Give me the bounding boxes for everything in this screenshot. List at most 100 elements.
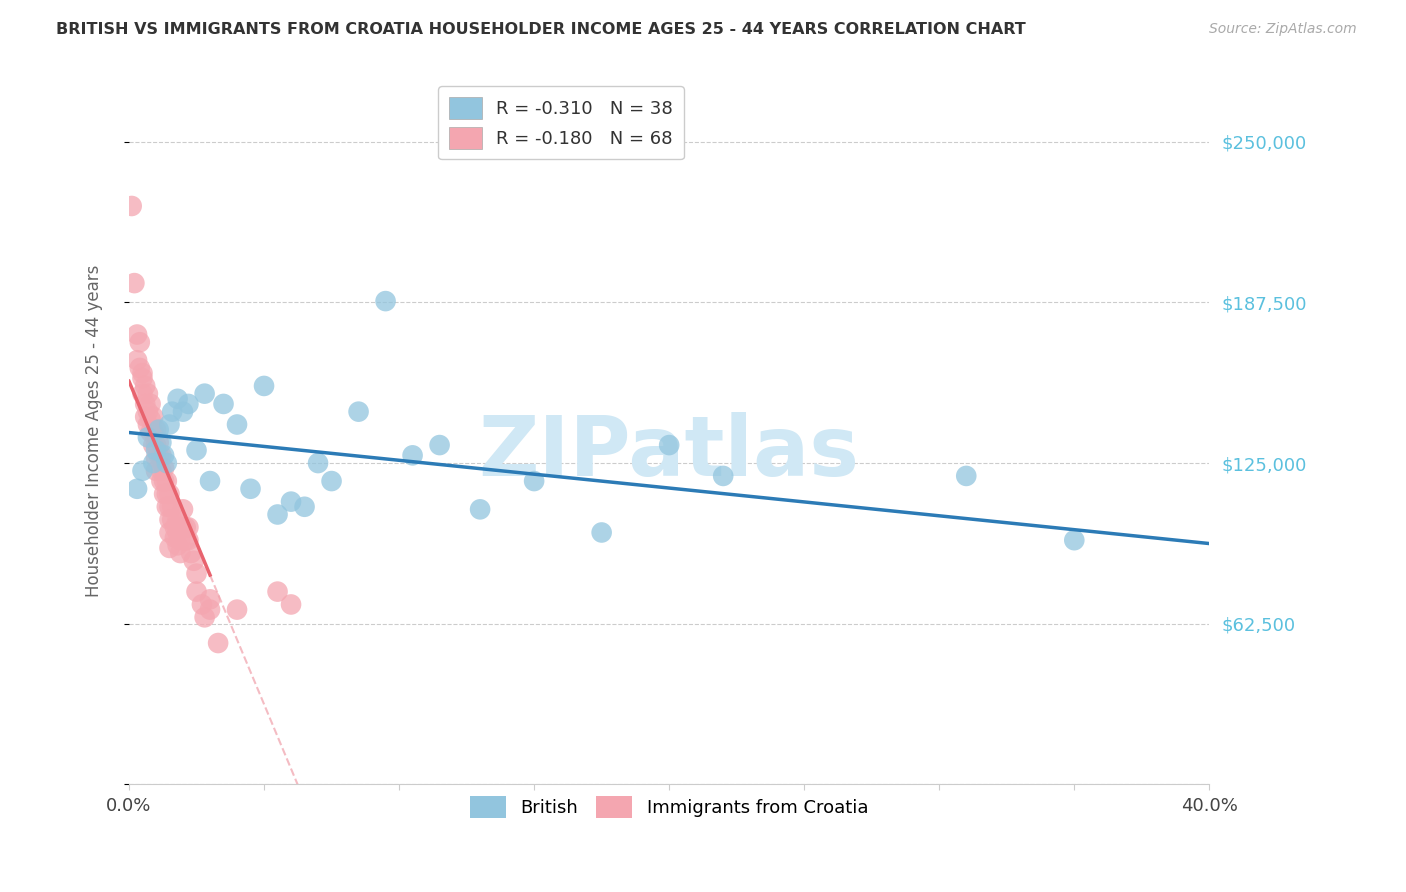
Point	[321, 474, 343, 488]
Point	[148, 435, 170, 450]
Point	[194, 386, 217, 401]
Point	[145, 423, 167, 437]
Point	[139, 425, 162, 440]
Point	[124, 276, 146, 290]
Point	[134, 397, 156, 411]
Point	[658, 438, 681, 452]
Point	[145, 443, 167, 458]
Point	[207, 636, 229, 650]
Point	[128, 335, 150, 350]
Point	[142, 456, 165, 470]
Point	[468, 502, 491, 516]
Point	[145, 464, 167, 478]
Point	[150, 435, 173, 450]
Point	[159, 417, 181, 432]
Point	[153, 474, 176, 488]
Point	[212, 397, 235, 411]
Point	[186, 443, 208, 458]
Point	[177, 520, 200, 534]
Point	[134, 409, 156, 424]
Point	[145, 438, 167, 452]
Point	[131, 464, 153, 478]
Point	[134, 379, 156, 393]
Point	[166, 525, 188, 540]
Point	[159, 541, 181, 555]
Point	[150, 448, 173, 462]
Point	[429, 438, 451, 452]
Point	[180, 546, 202, 560]
Point	[156, 487, 179, 501]
Point	[153, 448, 176, 462]
Point	[347, 404, 370, 418]
Point	[1063, 533, 1085, 548]
Point	[280, 494, 302, 508]
Point	[150, 474, 173, 488]
Point	[174, 533, 197, 548]
Point	[172, 520, 194, 534]
Point	[159, 513, 181, 527]
Point	[159, 487, 181, 501]
Point	[374, 294, 396, 309]
Point	[401, 448, 423, 462]
Point	[163, 520, 186, 534]
Point	[183, 554, 205, 568]
Point	[139, 397, 162, 411]
Point	[198, 592, 221, 607]
Point	[131, 366, 153, 380]
Point	[711, 469, 734, 483]
Point	[136, 417, 159, 432]
Point	[226, 417, 249, 432]
Point	[142, 425, 165, 440]
Point	[156, 456, 179, 470]
Point	[191, 598, 214, 612]
Point	[153, 461, 176, 475]
Point	[591, 525, 613, 540]
Point	[142, 438, 165, 452]
Point	[239, 482, 262, 496]
Point	[955, 469, 977, 483]
Point	[198, 474, 221, 488]
Point	[159, 500, 181, 514]
Point	[160, 500, 183, 514]
Point	[150, 464, 173, 478]
Point	[127, 353, 149, 368]
Point	[142, 409, 165, 424]
Point	[136, 430, 159, 444]
Point	[266, 584, 288, 599]
Point	[156, 500, 179, 514]
Point	[127, 482, 149, 496]
Point	[148, 448, 170, 462]
Point	[523, 474, 546, 488]
Point	[166, 538, 188, 552]
Point	[186, 566, 208, 581]
Text: ZIPatlas: ZIPatlas	[478, 411, 859, 492]
Point	[148, 423, 170, 437]
Point	[172, 404, 194, 418]
Point	[131, 371, 153, 385]
Point	[307, 456, 329, 470]
Point	[172, 502, 194, 516]
Text: BRITISH VS IMMIGRANTS FROM CROATIA HOUSEHOLDER INCOME AGES 25 - 44 YEARS CORRELA: BRITISH VS IMMIGRANTS FROM CROATIA HOUSE…	[56, 22, 1026, 37]
Point	[186, 584, 208, 599]
Point	[139, 412, 162, 426]
Point	[226, 602, 249, 616]
Text: Source: ZipAtlas.com: Source: ZipAtlas.com	[1209, 22, 1357, 37]
Point	[127, 327, 149, 342]
Point	[145, 450, 167, 465]
Point	[253, 379, 276, 393]
Point	[156, 474, 179, 488]
Point	[163, 531, 186, 545]
Point	[160, 513, 183, 527]
Point	[174, 520, 197, 534]
Point	[153, 487, 176, 501]
Point	[131, 386, 153, 401]
Point	[177, 397, 200, 411]
Point	[198, 602, 221, 616]
Point	[128, 360, 150, 375]
Point	[136, 404, 159, 418]
Point	[166, 513, 188, 527]
Point	[121, 199, 143, 213]
Point	[169, 533, 191, 548]
Point	[177, 533, 200, 548]
Point	[160, 404, 183, 418]
